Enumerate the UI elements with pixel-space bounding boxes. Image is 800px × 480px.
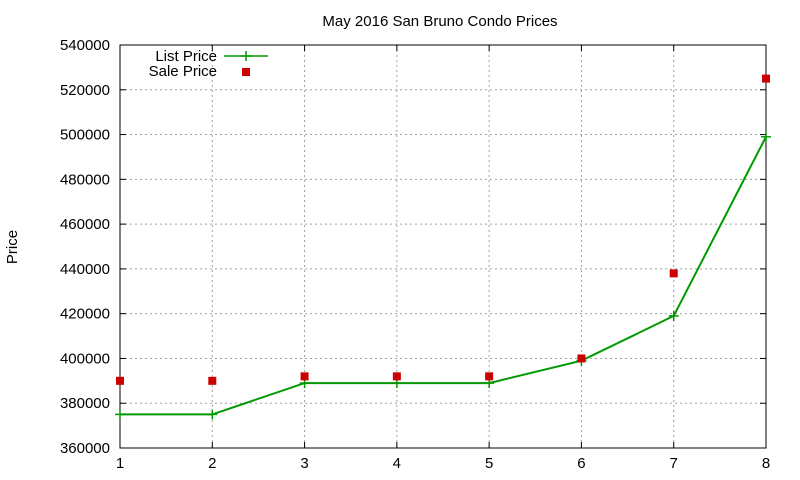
y-tick-label: 520000 — [60, 82, 110, 99]
x-tick-label: 1 — [116, 455, 124, 472]
y-tick-label: 480000 — [60, 171, 110, 188]
x-tick-label: 5 — [485, 455, 493, 472]
legend-marker-list-price — [241, 51, 251, 61]
x-tick-label: 3 — [300, 455, 308, 472]
list-price-line — [120, 136, 767, 416]
sale-price-point — [577, 354, 586, 363]
sale-price-point — [669, 269, 678, 278]
y-tick-label: 360000 — [60, 440, 110, 457]
y-tick-label: 440000 — [60, 261, 110, 278]
list-price-point — [207, 409, 218, 420]
y-tick-label: 380000 — [60, 395, 110, 412]
axis-ticks: 360000 380000 400000 420000 440000 460000 4800… — [60, 37, 770, 472]
y-tick-label: 420000 — [60, 306, 110, 323]
y-tick-label: 500000 — [60, 127, 110, 144]
chart-title: May 2016 San Bruno Condo Prices — [322, 13, 557, 30]
y-tick-label: 460000 — [60, 216, 110, 233]
grid — [120, 45, 766, 448]
x-tick-label: 4 — [393, 455, 401, 472]
sale-price-point — [762, 74, 770, 83]
sale-price-point — [485, 372, 494, 381]
series — [115, 74, 771, 420]
legend-marker-sale-price — [242, 68, 250, 76]
y-axis-label: Price — [4, 230, 21, 264]
list-price-point — [668, 310, 679, 321]
list-price-point — [115, 409, 125, 420]
y-tick-label: 540000 — [60, 37, 110, 54]
list-price-point — [761, 131, 771, 142]
sale-price-point — [116, 376, 124, 385]
sale-price-point — [392, 372, 401, 381]
legend-label-list-price: List Price — [155, 48, 217, 65]
sale-price-point — [300, 372, 309, 381]
legend-label-sale-price: Sale Price — [149, 63, 217, 80]
x-tick-label: 2 — [208, 455, 216, 472]
x-tick-label: 6 — [577, 455, 585, 472]
y-tick-label: 400000 — [60, 350, 110, 367]
x-tick-label: 8 — [762, 455, 770, 472]
plot-frame — [119, 44, 767, 449]
x-tick-label: 7 — [670, 455, 678, 472]
sale-price-point — [208, 376, 217, 385]
legend: List Price Sale Price — [149, 48, 268, 80]
